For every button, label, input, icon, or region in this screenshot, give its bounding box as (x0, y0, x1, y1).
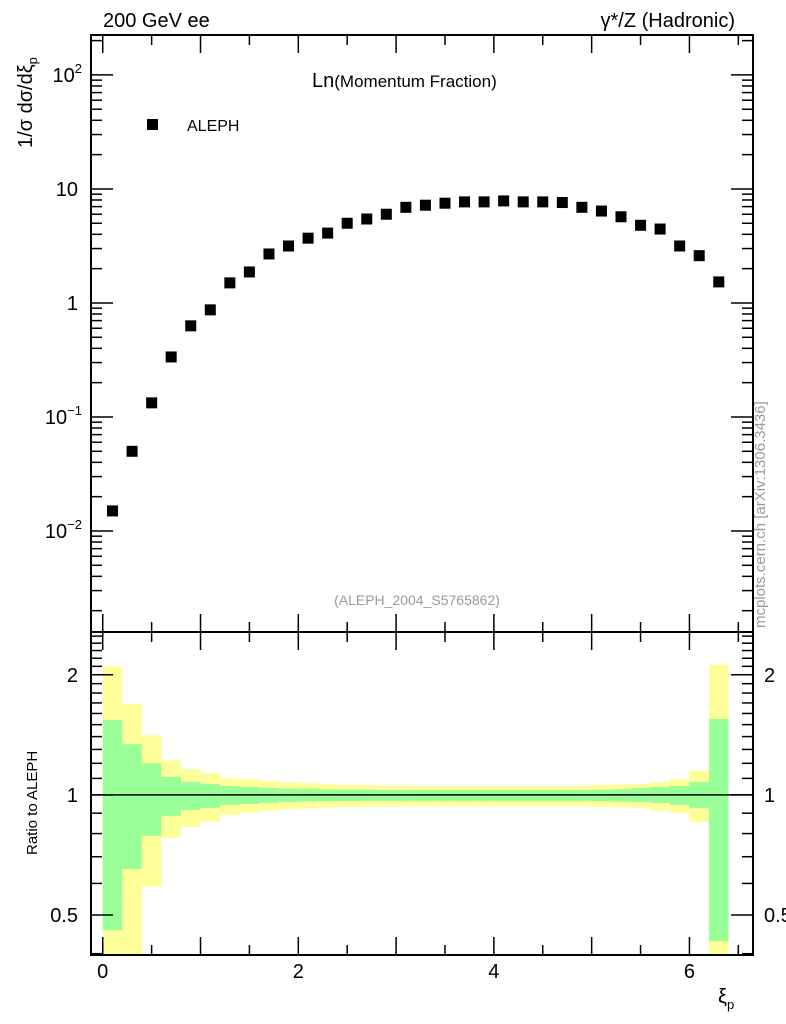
ratio-tick-label-right: 0.5 (764, 905, 786, 927)
green-band-bin (161, 776, 181, 816)
x-axis-label-sub: p (727, 997, 734, 1012)
side-label: mcplots.cern.ch [arXiv:1306.3436] (752, 401, 769, 628)
y-tick-base: 10 (56, 179, 78, 201)
data-point (615, 211, 627, 223)
y-axis-label-main: 1/σ dσ/dξ (15, 64, 37, 148)
plot-label-sub: (Momentum Fraction) (334, 72, 496, 91)
data-point (556, 197, 568, 209)
y-tick-label: 102 (53, 61, 82, 87)
data-point (361, 213, 373, 225)
ratio-plot-frame (90, 631, 754, 956)
y-axis-label: 1/σ dσ/dξp (15, 57, 40, 148)
legend-marker (147, 119, 158, 130)
data-point (283, 240, 295, 252)
watermark: (ALEPH_2004_S5765862) (334, 592, 500, 608)
data-point (595, 205, 607, 217)
y-tick-exponent: −2 (67, 517, 82, 532)
y-tick-base: 1 (67, 293, 78, 315)
data-point (224, 277, 236, 289)
data-point (713, 276, 725, 288)
y-tick-exponent: 2 (75, 61, 82, 76)
data-point (302, 232, 314, 244)
data-point (146, 397, 158, 409)
data-point (635, 219, 647, 231)
data-point (243, 266, 255, 278)
ratio-tick-label-right: 2 (764, 665, 775, 687)
data-point (165, 351, 177, 363)
data-point (400, 201, 412, 213)
data-point (204, 304, 216, 316)
data-point (654, 223, 666, 235)
plot-label: Ln(Momentum Fraction) (312, 70, 497, 92)
green-band-bin (102, 720, 123, 931)
x-tick-label: 2 (293, 961, 304, 983)
ratio-tick-label-right: 1 (764, 785, 775, 807)
green-band-bin (200, 783, 221, 808)
y-tick-exponent: −1 (67, 403, 82, 418)
title-left: 200 GeV ee (103, 10, 210, 32)
ratio-bands (91, 664, 753, 955)
y-tick-label: 10−2 (45, 517, 82, 543)
y-tick-base: 10 (53, 65, 75, 87)
data-point (498, 195, 510, 207)
legend-label: ALEPH (187, 118, 239, 135)
y-tick-label: 1 (67, 293, 78, 315)
y-axis-label-sub: p (25, 57, 40, 64)
title-right: γ*/Z (Hadronic) (601, 10, 735, 32)
data-point (185, 320, 197, 332)
green-band-bin (180, 781, 201, 810)
y-tick-label: 10 (56, 179, 78, 201)
y-tick-label: 10−1 (45, 403, 82, 429)
x-tick-label: 0 (97, 961, 108, 983)
data-points (107, 195, 725, 517)
data-point (380, 208, 392, 220)
y-tick-base: 10 (45, 521, 67, 543)
green-band-bin (122, 744, 142, 870)
green-band-bin (141, 763, 162, 836)
data-point (107, 505, 119, 517)
ratio-y-axis-label: Ratio to ALEPH (24, 751, 41, 855)
data-point (576, 201, 588, 213)
data-point (517, 196, 529, 208)
data-point (478, 196, 490, 208)
data-point (126, 445, 138, 457)
y-tick-base: 10 (45, 407, 67, 429)
x-axis-label-main: ξ (718, 986, 727, 1008)
ratio-tick-label-left: 2 (67, 665, 78, 687)
data-point (674, 240, 686, 252)
data-point (263, 248, 275, 260)
data-point (693, 250, 705, 262)
data-point (439, 197, 451, 209)
x-tick-label: 6 (684, 961, 695, 983)
x-tick-label: 4 (488, 961, 499, 983)
data-point (459, 196, 471, 208)
ratio-tick-label-left: 1 (67, 785, 78, 807)
green-band-bin (708, 718, 729, 942)
data-point (537, 196, 549, 208)
x-axis-label: ξp (718, 986, 734, 1012)
ratio-tick-label-left: 0.5 (50, 905, 78, 927)
data-point (322, 227, 334, 239)
plot-label-main: Ln (312, 70, 334, 92)
data-point (341, 217, 353, 229)
data-point (419, 199, 431, 211)
